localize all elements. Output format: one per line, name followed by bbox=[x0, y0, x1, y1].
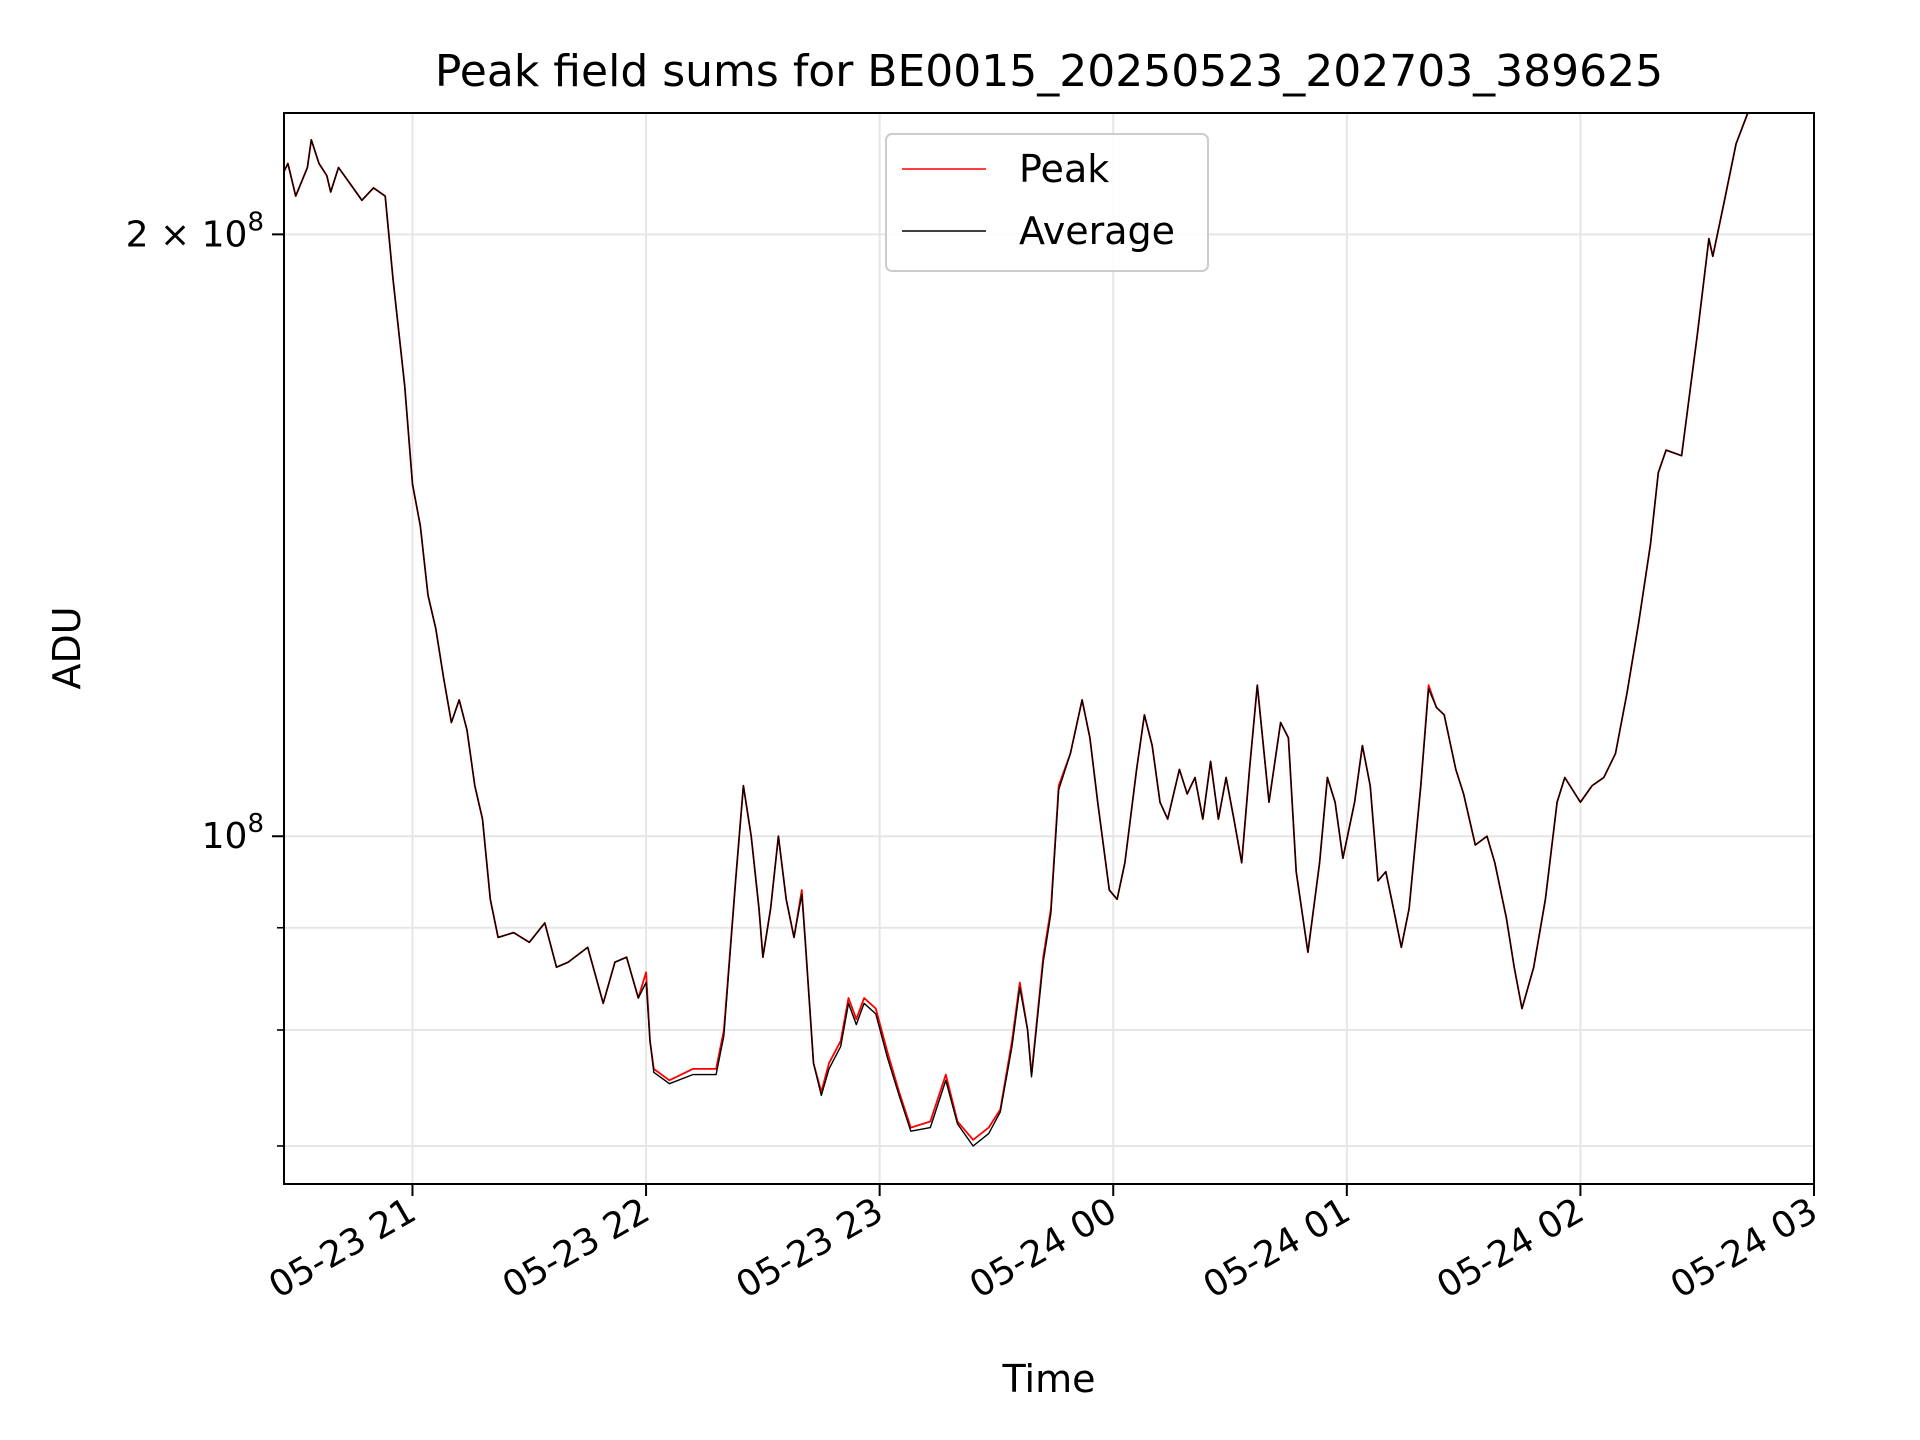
plot-frame bbox=[283, 112, 1815, 1185]
legend: Peak Average bbox=[885, 133, 1209, 272]
y-axis-label: ADU bbox=[45, 606, 89, 689]
legend-average-label: Average bbox=[1019, 209, 1175, 253]
y-tick-label: 2 × 108 bbox=[126, 207, 264, 255]
grid bbox=[284, 113, 1815, 1184]
series-line-average bbox=[284, 113, 1749, 1147]
series-layer bbox=[284, 113, 1749, 1147]
y-tick-label: 108 bbox=[202, 809, 264, 857]
legend-peak-label: Peak bbox=[1019, 147, 1109, 191]
x-axis-label: Time bbox=[1002, 1357, 1096, 1401]
chart-title: Peak field sums for BE0015_20250523_2027… bbox=[435, 46, 1663, 97]
y-axis: 108 2 × 108 bbox=[126, 207, 284, 1147]
